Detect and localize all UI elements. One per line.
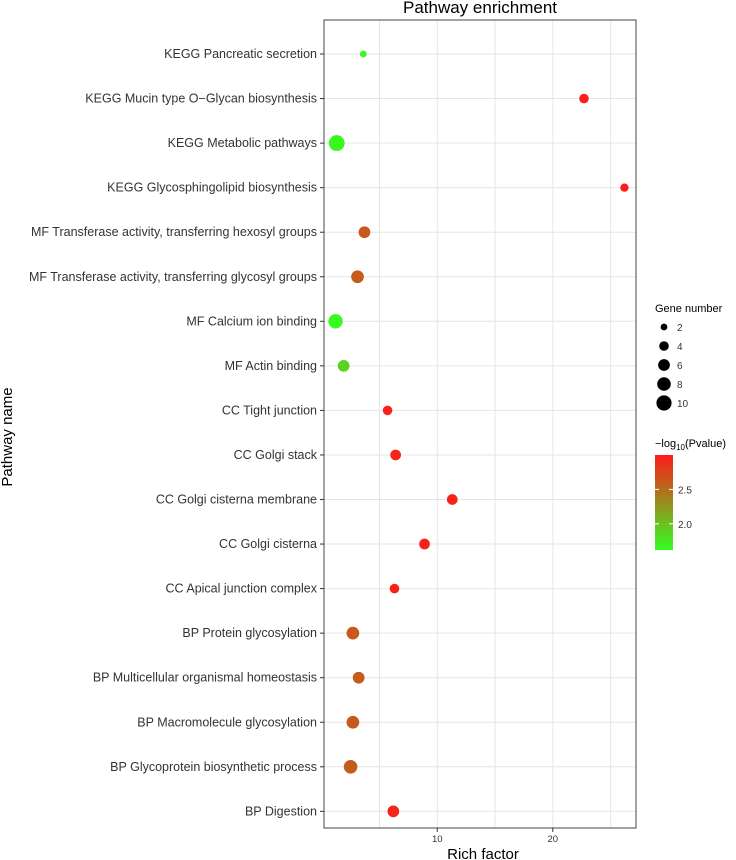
data-point bbox=[359, 50, 367, 58]
data-point bbox=[419, 538, 430, 550]
grid-layer bbox=[324, 20, 636, 828]
size-legend-dot bbox=[658, 359, 670, 371]
x-tick-labels: 10 20 bbox=[432, 828, 558, 845]
x-tick-label: 20 bbox=[548, 834, 559, 845]
y-tick-label: CC Golgi stack bbox=[234, 448, 318, 462]
y-tick-label: BP Digestion bbox=[245, 804, 317, 818]
y-tick-label: KEGG Mucin type O−Glycan biosynthesis bbox=[85, 92, 317, 106]
y-tick-label: CC Golgi cisterna bbox=[219, 537, 317, 551]
data-point bbox=[390, 449, 402, 461]
y-tick-label: BP Multicellular organismal homeostasis bbox=[93, 671, 317, 685]
data-point bbox=[351, 270, 364, 284]
data-point bbox=[343, 760, 358, 774]
color-legend-tick-label: 2.0 bbox=[678, 520, 692, 531]
y-tick-labels: KEGG Pancreatic secretion KEGG Mucin type… bbox=[29, 47, 324, 818]
points-layer bbox=[328, 50, 629, 818]
data-point bbox=[346, 715, 360, 729]
data-point bbox=[382, 405, 393, 416]
data-point bbox=[579, 93, 589, 104]
size-legend-dot bbox=[660, 323, 668, 331]
x-tick-label: 10 bbox=[432, 834, 443, 845]
y-tick-label: MF Transferase activity, transferring gl… bbox=[29, 270, 317, 284]
y-axis-label: Pathway name bbox=[0, 387, 16, 486]
size-legend-label: 8 bbox=[677, 380, 683, 391]
y-tick-label: KEGG Metabolic pathways bbox=[168, 136, 317, 150]
color-legend-tick-label: 2.5 bbox=[678, 485, 692, 496]
pvalue-color-legend: −log10(Pvalue) 2.0 2.5 bbox=[655, 438, 726, 550]
size-legend-dot bbox=[656, 395, 672, 411]
plot-panel-border bbox=[323, 19, 637, 829]
size-legend-items: 2 4 6 8 10 bbox=[656, 323, 689, 411]
size-legend-label: 4 bbox=[677, 342, 683, 353]
size-legend-dot bbox=[657, 377, 671, 391]
data-point bbox=[346, 626, 360, 640]
color-legend-title-prefix: −log bbox=[655, 438, 676, 450]
color-legend-bar bbox=[655, 455, 673, 550]
data-point bbox=[337, 359, 350, 372]
color-legend-title-subscript: 10 bbox=[676, 443, 685, 452]
color-legend-title: −log10(Pvalue) bbox=[655, 438, 726, 452]
size-legend-label: 2 bbox=[677, 323, 683, 334]
size-legend-label: 10 bbox=[677, 399, 689, 410]
data-point bbox=[328, 314, 343, 329]
y-tick-label: BP Macromolecule glycosylation bbox=[137, 715, 317, 729]
y-tick-label: CC Tight junction bbox=[222, 403, 317, 417]
y-tick-label: KEGG Glycosphingolipid biosynthesis bbox=[107, 181, 317, 195]
color-legend-ticks: 2.0 2.5 bbox=[655, 485, 692, 531]
data-point bbox=[358, 226, 371, 239]
size-legend-label: 6 bbox=[677, 361, 683, 372]
data-point bbox=[328, 135, 345, 152]
data-point bbox=[389, 583, 400, 594]
y-tick-label: BP Glycoprotein biosynthetic process bbox=[110, 760, 317, 774]
y-tick-label: MF Transferase activity, transferring he… bbox=[31, 225, 317, 239]
y-tick-label: MF Calcium ion binding bbox=[186, 314, 317, 328]
y-tick-label: KEGG Pancreatic secretion bbox=[164, 47, 317, 61]
size-legend-dot bbox=[659, 341, 669, 351]
y-tick-label: BP Protein glycosylation bbox=[182, 626, 317, 640]
y-tick-label: MF Actin binding bbox=[225, 359, 317, 373]
data-point bbox=[352, 671, 365, 684]
size-legend-title: Gene number bbox=[655, 303, 723, 315]
y-tick-label: CC Apical junction complex bbox=[166, 582, 318, 596]
x-axis-label: Rich factor bbox=[447, 846, 519, 860]
data-point bbox=[446, 494, 458, 505]
chart-title: Pathway enrichment bbox=[403, 0, 557, 17]
color-legend-title-suffix: (Pvalue) bbox=[685, 438, 726, 450]
gene-number-legend: Gene number 2 4 6 8 10 bbox=[655, 303, 723, 411]
y-tick-label: CC Golgi cisterna membrane bbox=[156, 493, 317, 507]
data-point bbox=[620, 183, 629, 192]
data-point bbox=[387, 805, 400, 818]
